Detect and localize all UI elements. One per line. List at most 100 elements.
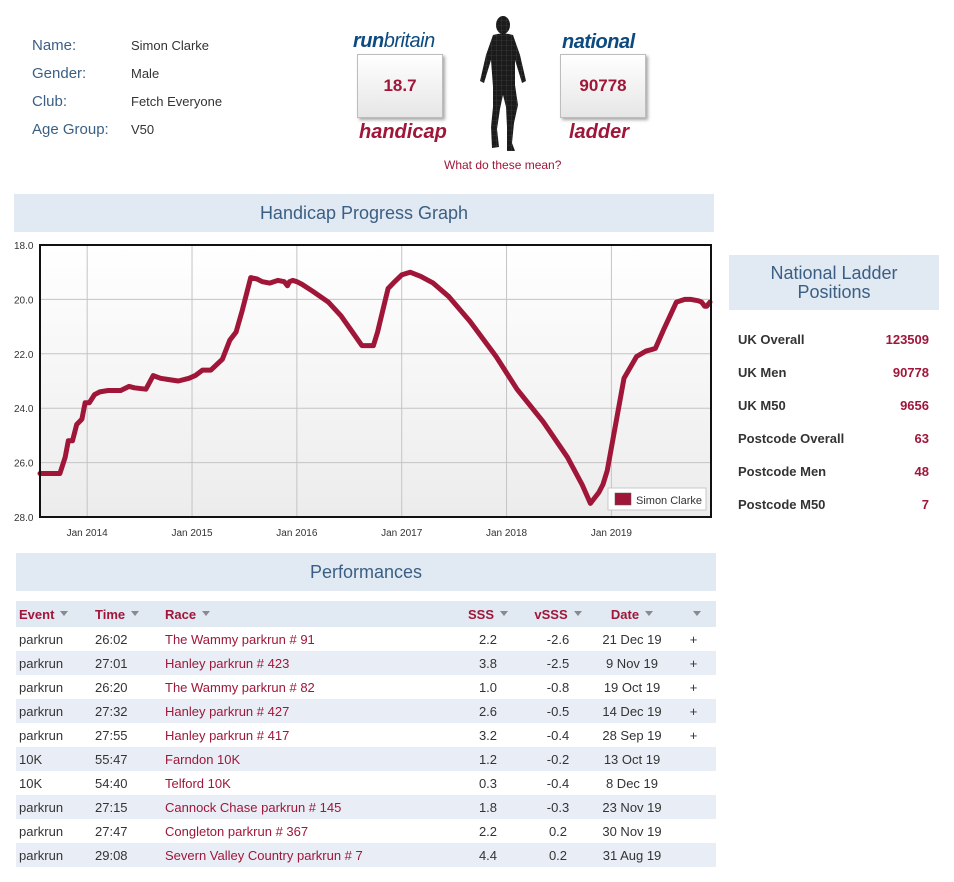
y-tick-label: 18.0 [14,241,34,252]
column-header-time[interactable]: Time [93,601,163,627]
sss-cell: 0.3 [478,775,498,791]
age-group-label: Age Group: [32,121,109,138]
vsss-cell: -2.6 [546,631,570,647]
handicap-badge: 18.7 [357,54,443,118]
expand-plus-button[interactable] [671,819,716,843]
plot-border [39,244,712,518]
expand-plus-button[interactable]: + [689,727,698,743]
vsss-cell: -0.5 [523,699,593,723]
table-row: parkrun 27:15 Cannock Chase parkrun # 145 1… [16,795,716,819]
event-cell: parkrun [19,631,64,647]
expand-plus-button[interactable] [671,747,716,771]
race-link[interactable]: Congleton parkrun # 367 [165,823,309,839]
ladder-title-line1: National Ladder [770,263,898,283]
race-link[interactable]: The Wammy parkrun # 82 [165,679,315,695]
x-tick-label: Jan 2014 [67,528,109,539]
expand-plus-button[interactable] [671,843,716,867]
sort-arrow-icon[interactable] [692,610,701,616]
time-cell: 27:47 [95,823,128,839]
graph-header: Handicap Progress Graph [14,194,714,232]
sort-arrow-icon[interactable] [60,610,69,616]
column-header-sss[interactable]: SSS [453,601,523,627]
vsss-cell: -0.8 [546,679,570,695]
expand-plus-button[interactable]: + [671,651,716,675]
performances-table: Event Time Race SSS vSSS Date parkrun 26:… [16,601,716,867]
race-link[interactable]: Severn Valley Country parkrun # 7 [163,843,453,867]
date-cell: 21 Dec 19 [602,631,662,647]
race-link[interactable]: Hanley parkrun # 427 [163,699,453,723]
x-tick-label: Jan 2016 [276,528,318,539]
ladder-header: National Ladder Positions [729,255,939,310]
x-tick-label: Jan 2017 [381,528,423,539]
time-cell: 27:32 [93,699,163,723]
event-cell: 10K [16,747,93,771]
legend-swatch [614,492,632,506]
y-tick-label: 28.0 [14,513,34,524]
vsss-cell: -0.2 [523,747,593,771]
column-header-expand[interactable] [671,601,716,627]
sort-arrow-icon[interactable] [202,610,211,616]
date-cell: 28 Sep 19 [602,727,662,743]
club-value[interactable]: Fetch Everyone [131,94,223,109]
gender-value: Male [131,66,160,81]
sort-arrow-icon[interactable] [645,610,654,616]
table-row: parkrun 26:02 The Wammy parkrun # 91 2.2 -2.… [16,627,716,651]
y-tick-label: 20.0 [14,295,34,306]
expand-plus-button[interactable]: + [689,679,698,695]
time-cell: 54:40 [95,775,128,791]
series-line-simon-clarke [37,269,713,506]
vsss-cell: 0.2 [548,823,568,839]
date-cell: 23 Nov 19 [593,795,671,819]
column-header-race[interactable]: Race [163,601,453,627]
column-header-event[interactable]: Event [16,601,93,627]
expand-plus-button[interactable] [671,795,716,819]
gender-label: Gender: [32,65,87,82]
ladder-badge: 90778 [560,54,646,118]
expand-plus-button[interactable]: + [689,631,698,647]
table-row: parkrun 27:47 Congleton parkrun # 367 2.2 0.… [16,819,716,843]
event-cell: parkrun [19,823,64,839]
time-cell: 55:47 [93,747,163,771]
event-cell: parkrun [16,699,93,723]
table-row: parkrun 29:08 Severn Valley Country parkru… [16,843,716,867]
time-cell: 26:02 [95,631,128,647]
table-row: 10K 54:40 Telford 10K 0.3 -0.4 8 Dec 19 [16,771,716,795]
vsss-cell: -2.5 [523,651,593,675]
y-tick-label: 22.0 [14,350,34,361]
race-link[interactable]: Cannock Chase parkrun # 145 [163,795,453,819]
sort-arrow-icon[interactable] [573,610,582,616]
plot-area [40,245,711,517]
ladder-row: UK Overall 123509 [738,332,929,347]
ladder-wordmark: ladder [569,121,630,143]
expand-plus-button[interactable] [671,771,716,795]
sss-cell: 1.0 [478,679,498,695]
expand-plus-button[interactable]: + [671,699,716,723]
handicap-wordmark: handicap [359,121,447,143]
table-row: parkrun 27:32 Hanley parkrun # 427 2.6 -0.5 1… [16,699,716,723]
event-cell: parkrun [19,727,64,743]
handicap-progress-chart: 18.0 20.0 22.0 24.0 26.0 28.0 Jan 2014 Jan 201… [14,241,713,539]
vsss-cell: 0.2 [523,843,593,867]
vsss-cell: -0.3 [523,795,593,819]
race-link[interactable]: Farndon 10K [163,747,453,771]
runbritain-wordmark: runbritain [353,30,435,52]
column-header-date[interactable]: Date [593,601,671,627]
sss-cell: 2.2 [478,631,498,647]
race-link[interactable]: Hanley parkrun # 417 [165,727,290,743]
sss-cell: 3.8 [453,651,523,675]
column-header-vsss[interactable]: vSSS [523,601,593,627]
race-link[interactable]: Telford 10K [165,775,231,791]
time-cell: 27:55 [95,727,128,743]
time-cell: 29:08 [93,843,163,867]
race-link[interactable]: The Wammy parkrun # 91 [165,631,315,647]
ladder-title-line2: Positions [797,282,871,302]
sort-arrow-icon[interactable] [131,610,140,616]
name-value: Simon Clarke [131,38,210,53]
what-do-these-mean-link[interactable]: What do these mean? [444,158,562,172]
time-cell: 27:15 [93,795,163,819]
y-tick-label: 24.0 [14,404,34,415]
sort-arrow-icon[interactable] [500,610,508,616]
race-link[interactable]: Hanley parkrun # 423 [163,651,453,675]
time-cell: 26:20 [95,679,128,695]
name-label: Name: [32,37,77,54]
